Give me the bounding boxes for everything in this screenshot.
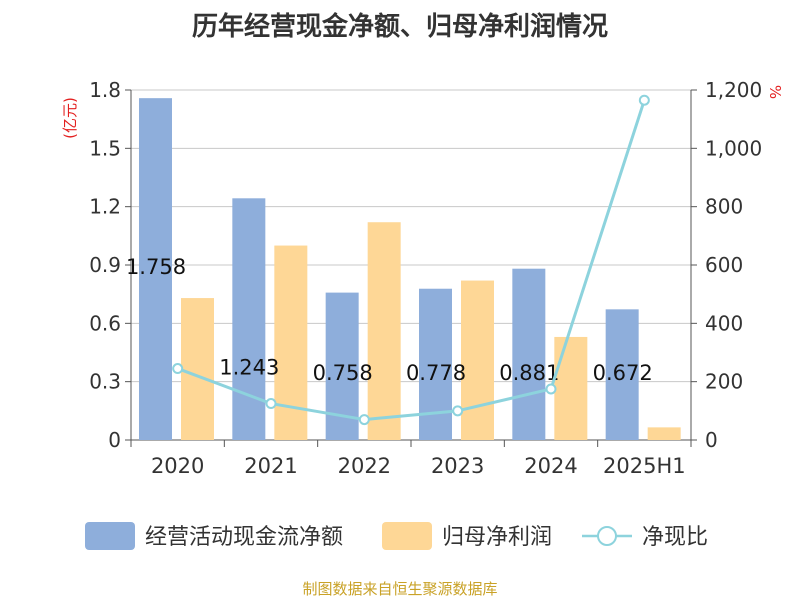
- y-right-tick-label: 400: [705, 311, 743, 335]
- y-left-tick-label: 0.3: [89, 370, 121, 394]
- bar-net-profit: [367, 222, 401, 440]
- y-right-tick-label: 1,000: [705, 136, 762, 160]
- line-cash-ratio: [177, 99, 646, 422]
- y-left-tick-label: 0: [108, 428, 121, 452]
- bar-cash-flow: [139, 98, 172, 441]
- x-tick-label: 2022: [338, 454, 391, 478]
- bar-cash-flow: [512, 268, 546, 440]
- bar-net-profit: [461, 280, 494, 440]
- bar-cash-flow: [232, 198, 266, 440]
- y-left-tick-label: 0.9: [89, 253, 121, 277]
- data-label-cash-flow: 0.881: [499, 361, 559, 385]
- y-right-tick-label: 200: [705, 370, 743, 394]
- point-cash-ratio: [452, 405, 464, 417]
- point-cash-ratio: [358, 414, 370, 426]
- legend-swatch-net-profit: [382, 522, 432, 550]
- y-left-tick-label: 0.6: [89, 311, 121, 335]
- point-cash-ratio: [265, 398, 277, 410]
- bar-net-profit: [554, 336, 588, 440]
- data-label-cash-flow: 0.758: [313, 361, 373, 385]
- x-tick-label: 2025H1: [603, 454, 686, 478]
- data-label-cash-flow: 0.778: [406, 361, 466, 385]
- y-left-tick-label: 1.5: [89, 136, 121, 160]
- y-right-tick-label: 1,200: [705, 78, 762, 102]
- bar-net-profit: [274, 245, 308, 440]
- data-label-cash-flow: 1.243: [219, 355, 279, 379]
- y-right-tick-label: 600: [705, 253, 743, 277]
- legend-marker-cash-ratio: [597, 526, 617, 546]
- point-cash-ratio: [172, 363, 184, 375]
- legend-label-cash-ratio: 净现比: [642, 525, 708, 550]
- legend-label-net-profit: 归母净利润: [442, 525, 552, 550]
- y-left-tick-label: 1.2: [89, 195, 121, 219]
- source-footer: 制图数据来自恒生聚源数据库: [302, 580, 498, 598]
- data-label-cash-flow: 0.672: [593, 361, 653, 385]
- y-left-axis-label: (亿元): [61, 97, 79, 139]
- bar-cash-flow: [605, 309, 639, 440]
- bar-net-profit: [181, 298, 214, 440]
- bar-net-profit: [647, 427, 681, 440]
- x-tick-label: 2024: [524, 454, 577, 478]
- point-cash-ratio: [545, 383, 557, 395]
- x-tick-label: 2020: [151, 454, 204, 478]
- point-cash-ratio: [638, 94, 650, 106]
- data-label-cash-flow: 1.758: [126, 255, 186, 279]
- y-right-tick-label: 800: [705, 195, 743, 219]
- y-left-tick-label: 1.8: [89, 78, 121, 102]
- x-tick-label: 2021: [244, 454, 297, 478]
- x-tick-label: 2023: [431, 454, 484, 478]
- legend-label-cash-flow: 经营活动现金流净额: [145, 525, 343, 550]
- y-right-tick-label: 0: [705, 428, 718, 452]
- legend-swatch-cash-flow: [85, 522, 135, 550]
- y-right-axis-label: %: [766, 85, 784, 99]
- chart-title: 历年经营现金净额、归母净利润情况: [191, 12, 608, 42]
